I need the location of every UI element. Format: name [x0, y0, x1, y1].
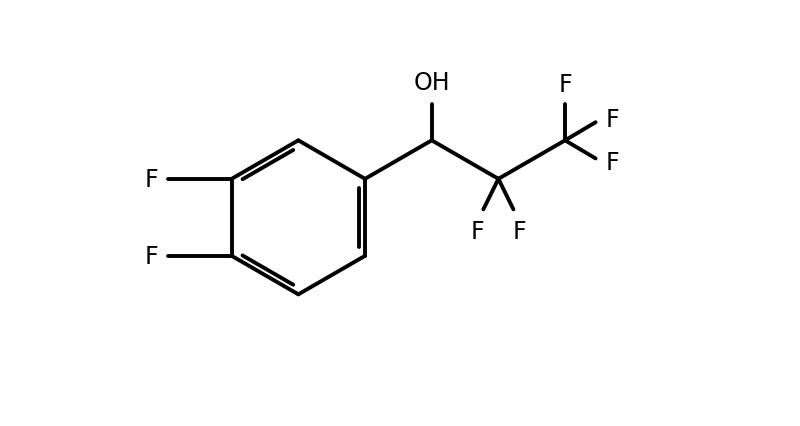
Text: F: F [558, 72, 572, 96]
Text: F: F [513, 220, 526, 244]
Text: F: F [145, 167, 158, 191]
Text: F: F [145, 244, 158, 268]
Text: F: F [606, 150, 619, 174]
Text: F: F [470, 220, 484, 244]
Text: F: F [606, 108, 619, 132]
Text: OH: OH [414, 71, 450, 95]
